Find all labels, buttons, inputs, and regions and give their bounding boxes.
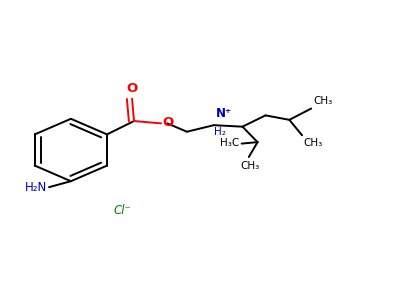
Text: Cl⁻: Cl⁻ <box>114 204 132 218</box>
Text: CH₃: CH₃ <box>313 96 332 106</box>
Text: H₂N: H₂N <box>25 181 48 194</box>
Text: CH₃: CH₃ <box>240 160 259 171</box>
Text: H₃C: H₃C <box>220 138 239 148</box>
Text: O: O <box>127 82 138 95</box>
Text: O: O <box>163 116 174 129</box>
Text: H₂: H₂ <box>214 127 226 137</box>
Text: CH₃: CH₃ <box>303 138 322 148</box>
Text: N⁺: N⁺ <box>216 107 232 120</box>
